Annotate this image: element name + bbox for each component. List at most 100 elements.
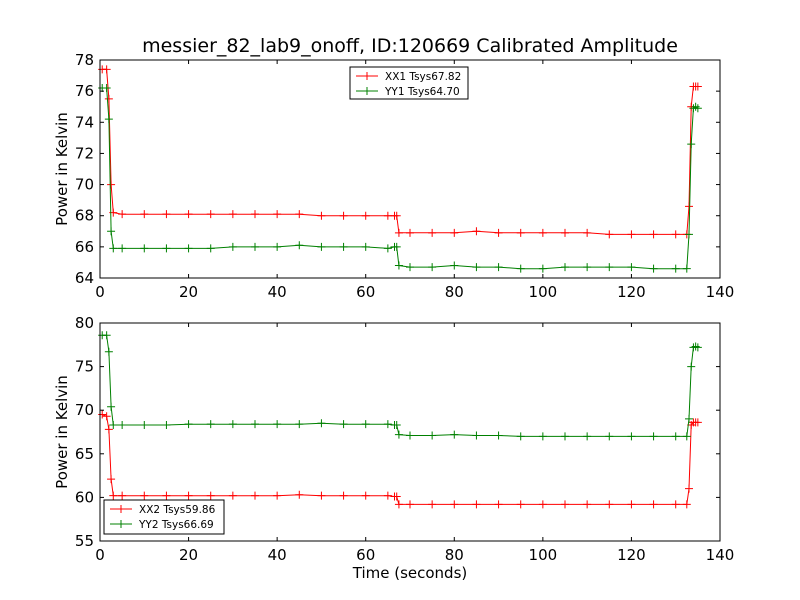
panel1-x-tick-label: 40 bbox=[268, 546, 287, 564]
panel1-series-1-marker bbox=[605, 432, 614, 441]
panel1-series-1-marker bbox=[339, 420, 348, 429]
panel0-series-1-marker bbox=[107, 227, 116, 236]
panel0-y-axis-label: Power in Kelvin bbox=[53, 112, 71, 226]
panel0-series-0-marker bbox=[162, 210, 171, 219]
panel0-series-0-marker bbox=[140, 210, 149, 219]
panel0-series-1-marker bbox=[251, 242, 259, 251]
bottom-panel: 0 20 40 60 80 100 120 140 55 60 65 70 75 80 Power in K… bbox=[53, 314, 734, 582]
panel0-series-0-marker bbox=[494, 228, 503, 237]
panel1-series-0-marker bbox=[273, 491, 282, 500]
panel1-series-0-marker bbox=[317, 491, 326, 500]
panel1-series-0-marker bbox=[206, 491, 215, 500]
panel1-legend-marker-0 bbox=[117, 505, 125, 513]
panel0-series-0-marker bbox=[450, 228, 459, 237]
panel0-series-1-marker bbox=[671, 264, 680, 273]
panel1-series-1-marker bbox=[450, 430, 459, 439]
panel1-series-0-marker bbox=[162, 491, 171, 500]
panel1-series-1-marker bbox=[383, 420, 392, 429]
panel1-y-tick-label: 75 bbox=[75, 358, 94, 376]
panel1-series-1-marker bbox=[394, 430, 403, 439]
panel1-legend-label-0: XX2 Tsys59.86 bbox=[139, 504, 216, 516]
panel1-series-1-marker bbox=[671, 432, 680, 441]
panel1-series-1-marker bbox=[107, 402, 116, 411]
panel1-series-1-marker bbox=[104, 347, 113, 356]
panel0-y-tick-label: 78 bbox=[75, 51, 94, 69]
panel1-series-1-marker bbox=[206, 420, 215, 429]
panel0-series-1-marker bbox=[162, 244, 171, 253]
panel1-series-1-line bbox=[102, 334, 699, 437]
panel1-series-0-marker bbox=[450, 500, 459, 509]
panel0-series-0-marker bbox=[627, 230, 636, 239]
panel0-series-1-marker bbox=[184, 244, 193, 253]
panel0-series-0-marker bbox=[472, 227, 481, 236]
panel1-series-1-marker bbox=[516, 432, 525, 441]
panel0-series-0-marker bbox=[339, 211, 348, 220]
panel1-series-1-marker bbox=[561, 432, 569, 441]
panel1-series-1-marker bbox=[583, 432, 592, 441]
panel1-series-1-marker bbox=[682, 432, 691, 441]
panel0-x-tick-label: 140 bbox=[706, 283, 735, 301]
panel0-x-tick-label: 40 bbox=[268, 283, 287, 301]
panel1-series-0-marker bbox=[102, 412, 111, 421]
panel1-series-1-marker bbox=[494, 431, 503, 440]
panel1-series-0-marker bbox=[649, 500, 658, 509]
panel1-series-1-marker bbox=[693, 343, 702, 352]
panel1-series-1-marker bbox=[140, 421, 149, 430]
panel1-series-1-marker bbox=[649, 432, 658, 441]
panel1-series-1-marker bbox=[251, 420, 259, 429]
panel0-series-1-marker bbox=[361, 242, 370, 251]
panel1-series-0-marker bbox=[361, 491, 370, 500]
panel0-y-tick-label: 72 bbox=[75, 144, 94, 162]
panel1-series-0-marker bbox=[561, 500, 569, 509]
panel1-series-0-marker bbox=[406, 500, 414, 509]
panel1-series-0-marker bbox=[671, 500, 680, 509]
panel0-y-tick-label: 64 bbox=[75, 269, 94, 287]
panel1-x-tick-label: 0 bbox=[95, 546, 105, 564]
panel0-series-0-marker bbox=[406, 228, 414, 237]
panel0-series-1-marker bbox=[102, 84, 111, 93]
panel0-y-tick-label: 68 bbox=[75, 207, 94, 225]
panel0-series-1-marker bbox=[605, 263, 614, 272]
panel0-axes-frame bbox=[99, 59, 721, 279]
panel1-x-axis-label: Time (seconds) bbox=[352, 564, 468, 582]
panel1-y-tick-label: 80 bbox=[75, 314, 94, 332]
panel1-series-1-marker bbox=[184, 420, 193, 429]
panel1-y-tick-label: 60 bbox=[75, 488, 94, 506]
panel1-series-1-marker bbox=[472, 431, 481, 440]
panel1-series-1-marker bbox=[295, 420, 304, 429]
panel1-series-0-marker bbox=[140, 491, 149, 500]
panel1-series-1-marker bbox=[687, 362, 696, 371]
panel1-y-tick-label: 65 bbox=[75, 445, 94, 463]
panel1-series-0-marker bbox=[693, 418, 702, 427]
panel1-y-tick-label: 55 bbox=[75, 532, 94, 550]
panel1-series-1-marker bbox=[228, 420, 237, 429]
panel0-x-tick-label: 60 bbox=[356, 283, 375, 301]
panel0-series-1-marker bbox=[295, 241, 304, 250]
panel0-series-1-marker bbox=[682, 264, 691, 273]
panel1-x-tick-label: 100 bbox=[529, 546, 558, 564]
panel1-series-0-marker bbox=[104, 425, 113, 434]
panel0-series-0-marker bbox=[251, 210, 259, 219]
panel1-series-0-marker bbox=[107, 475, 116, 484]
panel0-series-1-marker bbox=[685, 230, 693, 239]
panel0-series-1-marker bbox=[687, 140, 696, 149]
panel1-series-1-marker bbox=[361, 420, 370, 429]
panel1-axes-frame bbox=[99, 322, 721, 542]
panel0-series-1-marker bbox=[428, 263, 437, 272]
panel1-series-0-marker bbox=[627, 500, 636, 509]
panel1-series-0-marker bbox=[516, 500, 525, 509]
panel0-series-0-marker bbox=[605, 230, 614, 239]
panel0-x-tick-label: 100 bbox=[529, 283, 558, 301]
figure-title: messier_82_lab9_onoff, ID:120669 Calibra… bbox=[142, 35, 678, 57]
panel0-legend-marker-0 bbox=[363, 72, 371, 80]
panel0-x-tick-label: 0 bbox=[95, 283, 105, 301]
panel1-series-0-marker bbox=[682, 500, 691, 509]
panel1-series-1-marker bbox=[627, 432, 636, 441]
panel1-series-0-marker bbox=[605, 500, 614, 509]
panel1-series-1-marker bbox=[406, 431, 414, 440]
panel1-series-1-marker bbox=[428, 431, 437, 440]
panel1-series-0-marker bbox=[494, 500, 503, 509]
panel0-y-tick-label: 70 bbox=[75, 176, 94, 194]
panel1-x-tick-label: 140 bbox=[706, 546, 735, 564]
panel0-legend-label-1: YY1 Tsys64.70 bbox=[384, 86, 460, 98]
